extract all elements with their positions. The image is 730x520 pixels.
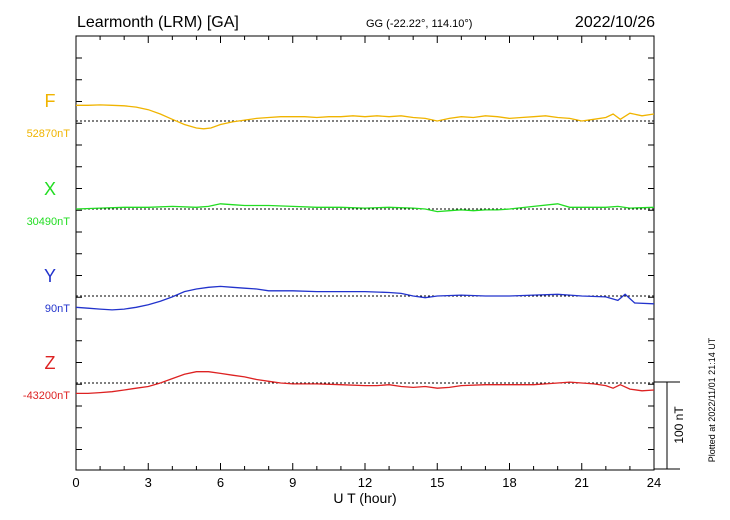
x-tick-label: 15 [430,475,444,490]
series-baseline-x: 30490nT [27,216,71,228]
series-name-z: Z [45,353,56,373]
series-line-z [76,371,655,395]
x-tick-label: 3 [145,475,152,490]
x-tick-label: 9 [289,475,296,490]
x-tick-label: 18 [502,475,516,490]
x-tick-labels: 0 3 6 9 12 15 18 21 24 [72,475,661,490]
series-lines [75,104,655,395]
x-tick-label: 24 [647,475,661,490]
plot-frame [75,35,655,471]
baselines [76,120,654,384]
chart-date: 2022/10/26 [575,14,655,31]
series-labels: F 52870nT X 30490nT Y 90nT Z -43200nT [23,91,70,402]
series-line-f [76,104,655,130]
x-tick-label: 0 [72,475,79,490]
x-tick-label: 21 [575,475,589,490]
series-name-f: F [45,91,56,111]
chart-title: Learmonth (LRM) [GA] [77,14,239,31]
x-axis-label: U T (hour) [333,490,396,506]
tick-marks [75,36,655,470]
series-baseline-z: -43200nT [23,390,70,402]
series-name-y: Y [44,266,56,286]
plotted-at-footer: Plotted at 2022/11/01 21:14 UT [707,337,717,462]
series-name-x: X [44,179,56,199]
series-line-x [75,203,655,213]
x-tick-label: 12 [358,475,372,490]
series-line-y [75,285,655,311]
scale-bar: 100 nT [654,381,686,470]
series-baseline-f: 52870nT [27,128,71,140]
scale-bar-label: 100 nT [672,406,686,444]
x-tick-label: 6 [217,475,224,490]
series-baseline-y: 90nT [45,303,70,315]
chart-coords: GG (-22.22°, 114.10°) [366,18,472,30]
